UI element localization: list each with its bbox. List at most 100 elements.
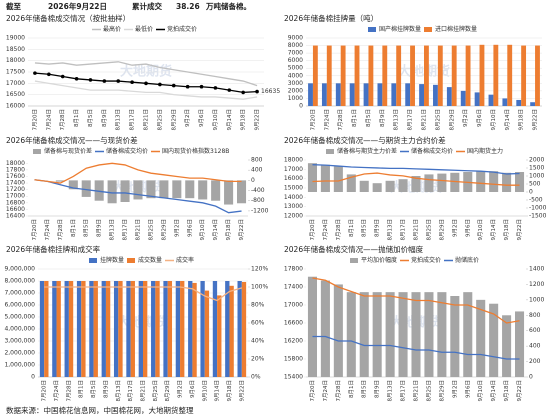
x-tick-label: 9月2日 — [184, 109, 191, 127]
bar — [81, 281, 86, 377]
bar — [396, 45, 402, 106]
legend-label: 最高价 — [103, 25, 121, 33]
bar — [476, 299, 486, 377]
bar — [346, 292, 356, 377]
bar — [143, 281, 148, 377]
x-tick-label: 8月17日 — [400, 219, 407, 241]
x-tick-label: 8月25日 — [425, 219, 432, 241]
bar — [340, 45, 346, 106]
bar — [55, 180, 65, 182]
x-tick-label: 8月13日 — [109, 219, 116, 241]
y2-tick-label: 1400 — [529, 266, 544, 273]
x-tick-label: 7月24日 — [323, 109, 330, 131]
y2-tick-label: -500 — [529, 197, 543, 204]
bar — [172, 180, 182, 199]
y-tick-label: 15000 — [284, 185, 303, 192]
bar — [515, 172, 525, 192]
x-tick-label: 9月18日 — [225, 219, 232, 241]
bar — [410, 45, 415, 106]
bar — [424, 45, 429, 106]
x-tick-label: 8月29日 — [438, 219, 445, 241]
legend-label: 成交数量 — [138, 256, 162, 264]
point — [227, 88, 232, 92]
legend-label: 进口棉挂牌数量 — [435, 25, 477, 33]
y-tick-label: 2,000,000 — [4, 350, 35, 357]
bar — [437, 173, 447, 192]
legend-label: 成交率 — [176, 256, 194, 264]
y2-tick-label: 2000 — [529, 157, 544, 164]
x-tick-label: 8月13日 — [115, 109, 122, 131]
x-tick-label: 8月5日 — [365, 109, 372, 127]
x-tick-label: 8月5日 — [87, 109, 94, 127]
x-tick-label: 8月17日 — [129, 109, 136, 131]
line — [34, 162, 242, 184]
bar — [212, 281, 218, 377]
point — [60, 74, 65, 79]
y2-tick-label: 0 — [529, 374, 533, 381]
chart-title: 2026年储备棉挂牌和成交率 — [6, 244, 101, 254]
y-tick-label: 17400 — [284, 284, 303, 291]
x-tick-label: 8月25日 — [147, 219, 154, 241]
bar — [463, 292, 473, 377]
x-tick-label: 9月14日 — [212, 219, 219, 241]
line — [34, 61, 258, 87]
y-tick-label: 4,000,000 — [4, 326, 35, 333]
bar — [321, 83, 327, 106]
x-tick-label: 8月25日 — [152, 380, 159, 402]
y-tick-label: 17500 — [6, 69, 25, 76]
y-tick-label: 1,000,000 — [4, 362, 35, 369]
y-tick-label: 18500 — [6, 46, 25, 53]
point — [88, 78, 93, 82]
y-tick-label: 17000 — [6, 80, 25, 87]
y2-tick-label: -1200 — [251, 207, 269, 214]
x-tick-label: 8月9日 — [379, 109, 386, 127]
bar — [515, 311, 525, 377]
legend-swatch — [89, 258, 97, 263]
x-tick-label: 8月9日 — [374, 380, 381, 398]
legend-label: 国内期货主力 — [467, 147, 503, 155]
y-tick-label: 17600 — [6, 173, 25, 180]
y-tick-label: 16200 — [284, 338, 303, 345]
x-tick-label: 9月10日 — [477, 380, 484, 402]
y2-tick-label: 1000 — [529, 173, 544, 180]
y2-tick-label: 400 — [251, 167, 263, 174]
point — [199, 84, 204, 89]
y-tick-label: 18000 — [6, 160, 25, 167]
x-tick-label: 9月22日 — [532, 109, 539, 131]
x-tick-label: 8月17日 — [407, 109, 414, 131]
x-tick-label: 9月6日 — [476, 109, 483, 127]
y-tick-label: 9000 — [288, 35, 303, 42]
line — [34, 80, 258, 100]
bar — [312, 45, 318, 106]
bar — [237, 281, 242, 377]
y2-tick-label: 100% — [251, 284, 268, 291]
x-tick-label: 7月28日 — [335, 219, 342, 241]
header-part: 万吨储备棉。 — [205, 1, 251, 11]
bar — [488, 94, 494, 106]
y-tick-label: 16000 — [284, 175, 303, 182]
x-tick-label: 9月6日 — [186, 219, 193, 237]
watermark: 大地期货 — [120, 64, 172, 80]
x-tick-label: 8月21日 — [421, 109, 428, 131]
y-tick-label: 16800 — [6, 199, 25, 206]
x-tick-label: 8月1日 — [73, 109, 80, 127]
y-tick-label: 7000 — [288, 50, 303, 57]
bar — [411, 176, 421, 192]
legend-label: 抛储底价 — [455, 256, 479, 264]
header-part: 截至 — [6, 1, 21, 11]
y-tick-label: 17000 — [6, 193, 25, 200]
x-tick-label: 7月20日 — [309, 219, 316, 241]
y2-tick-label: 200 — [529, 358, 541, 365]
bar — [405, 83, 411, 106]
x-tick-label: 8月25日 — [434, 109, 441, 131]
bar — [94, 180, 104, 201]
x-tick-label: 8月21日 — [140, 380, 147, 402]
y-tick-label: 16000 — [6, 103, 25, 110]
x-tick-label: 9月22日 — [254, 109, 261, 131]
bar — [133, 180, 143, 200]
y-tick-label: 17000 — [284, 166, 303, 173]
point — [185, 84, 190, 89]
x-tick-label: 8月17日 — [127, 380, 134, 402]
x-tick-label: 9月18日 — [503, 219, 510, 241]
